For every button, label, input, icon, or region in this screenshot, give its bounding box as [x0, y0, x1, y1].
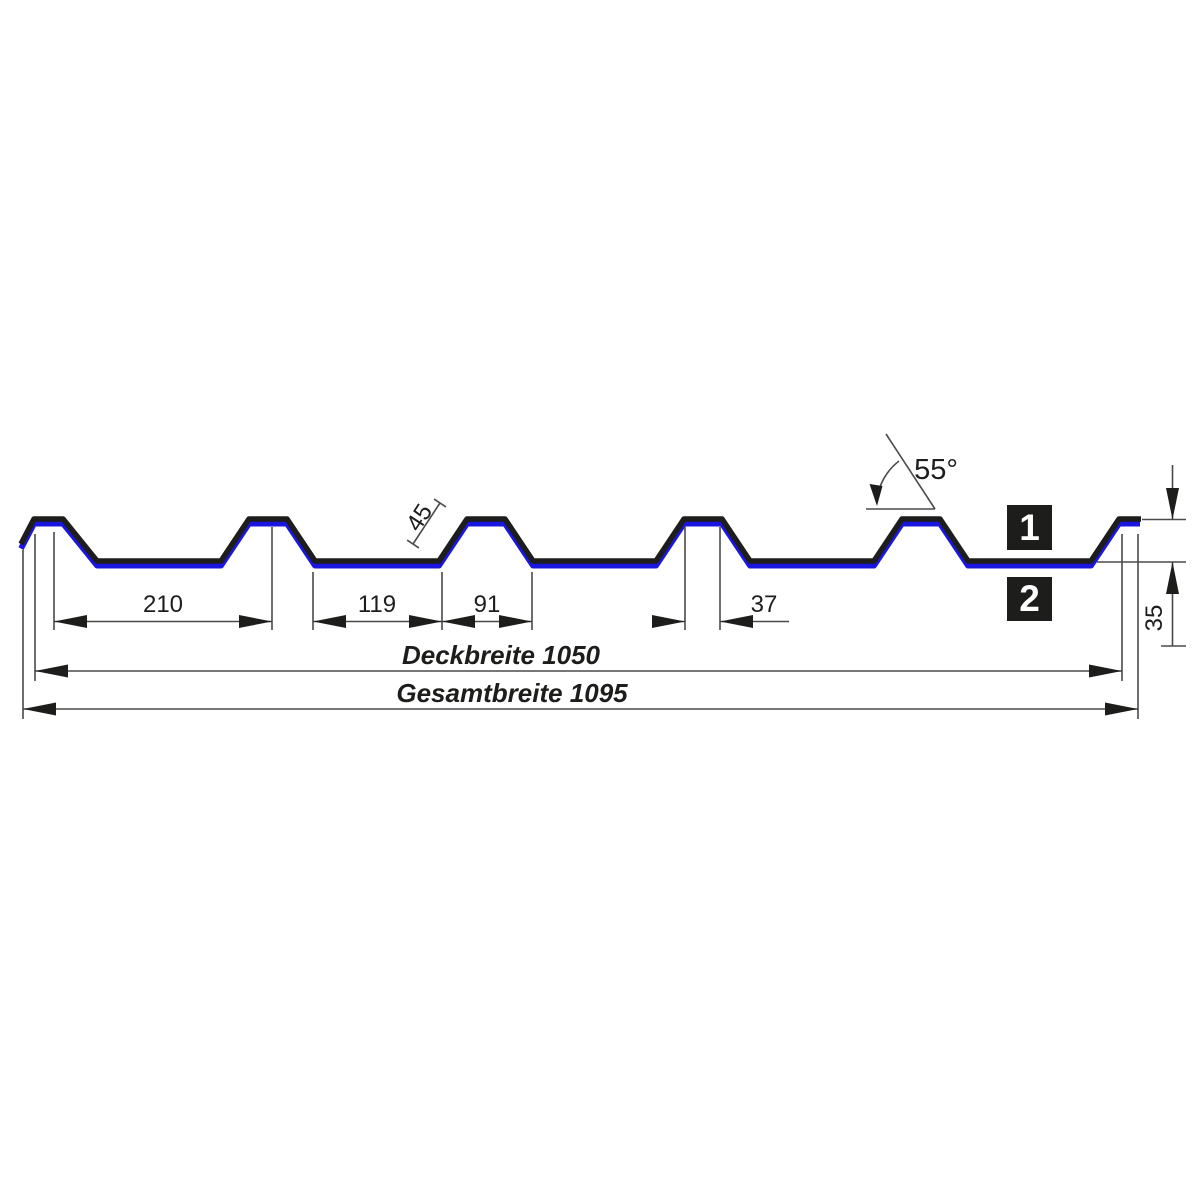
arrowhead-right-icon [1105, 702, 1138, 716]
dimension-line [412, 502, 441, 545]
dim-label-pitch: 210 [143, 591, 183, 618]
angle-annotation: 55° [866, 433, 958, 510]
arrowhead-right-icon [652, 615, 685, 628]
arrowhead-right-icon [1089, 664, 1122, 678]
dimension-height: 35 [1097, 465, 1186, 647]
dim-label-flank: 45 [401, 499, 438, 536]
marker-bottom-side: 2 [1007, 577, 1052, 621]
marker-1-box [1007, 505, 1052, 550]
dim-label-flange: 119 [358, 591, 396, 618]
dimension-cover-width: Deckbreite 1050 [35, 640, 1122, 678]
dimension-rib-top: 37 [652, 591, 789, 628]
marker-1-label: 1 [1019, 507, 1040, 548]
extension-lines [22, 527, 1139, 719]
dimension-total-width: Gesamtbreite 1095 [23, 678, 1138, 716]
dim-label-height: 35 [1141, 605, 1168, 632]
dimension-tick [406, 539, 420, 549]
arrowhead-right-icon [499, 615, 532, 628]
marker-2-box [1007, 577, 1052, 621]
dimension-flange-width: 119 [313, 591, 442, 628]
angle-label: 55° [914, 454, 958, 486]
total-width-label: Gesamtbreite 1095 [396, 678, 628, 708]
arrowhead-left-icon [23, 702, 56, 716]
arrowhead-down-icon [1166, 488, 1179, 520]
arrowhead-left-icon [35, 664, 68, 678]
arrowhead-right-icon [409, 615, 442, 628]
arrowhead-right-icon [239, 615, 272, 628]
dimension-rib-base: 91 [442, 591, 532, 628]
dim-label-rib-top: 37 [751, 591, 778, 618]
sheet-profile [18, 516, 1141, 569]
angle-slant-line [885, 433, 936, 510]
marker-top-side: 1 [1007, 505, 1052, 550]
dim-label-rib-base: 91 [474, 591, 501, 618]
arrowhead-up-icon [1166, 562, 1179, 594]
dimension-rib-pitch: 210 [54, 591, 272, 628]
dimension-tick [433, 498, 447, 508]
arrowhead-left-icon [313, 615, 346, 628]
profile-outline-line [18, 516, 1141, 564]
marker-2-label: 2 [1019, 578, 1040, 619]
arrowhead-left-icon [720, 615, 753, 628]
arrowhead-down-icon [869, 484, 883, 506]
arrowhead-left-icon [54, 615, 87, 628]
dimension-flank-length: 45 [401, 498, 447, 549]
cover-width-label: Deckbreite 1050 [402, 640, 601, 670]
arrowhead-left-icon [442, 615, 475, 628]
